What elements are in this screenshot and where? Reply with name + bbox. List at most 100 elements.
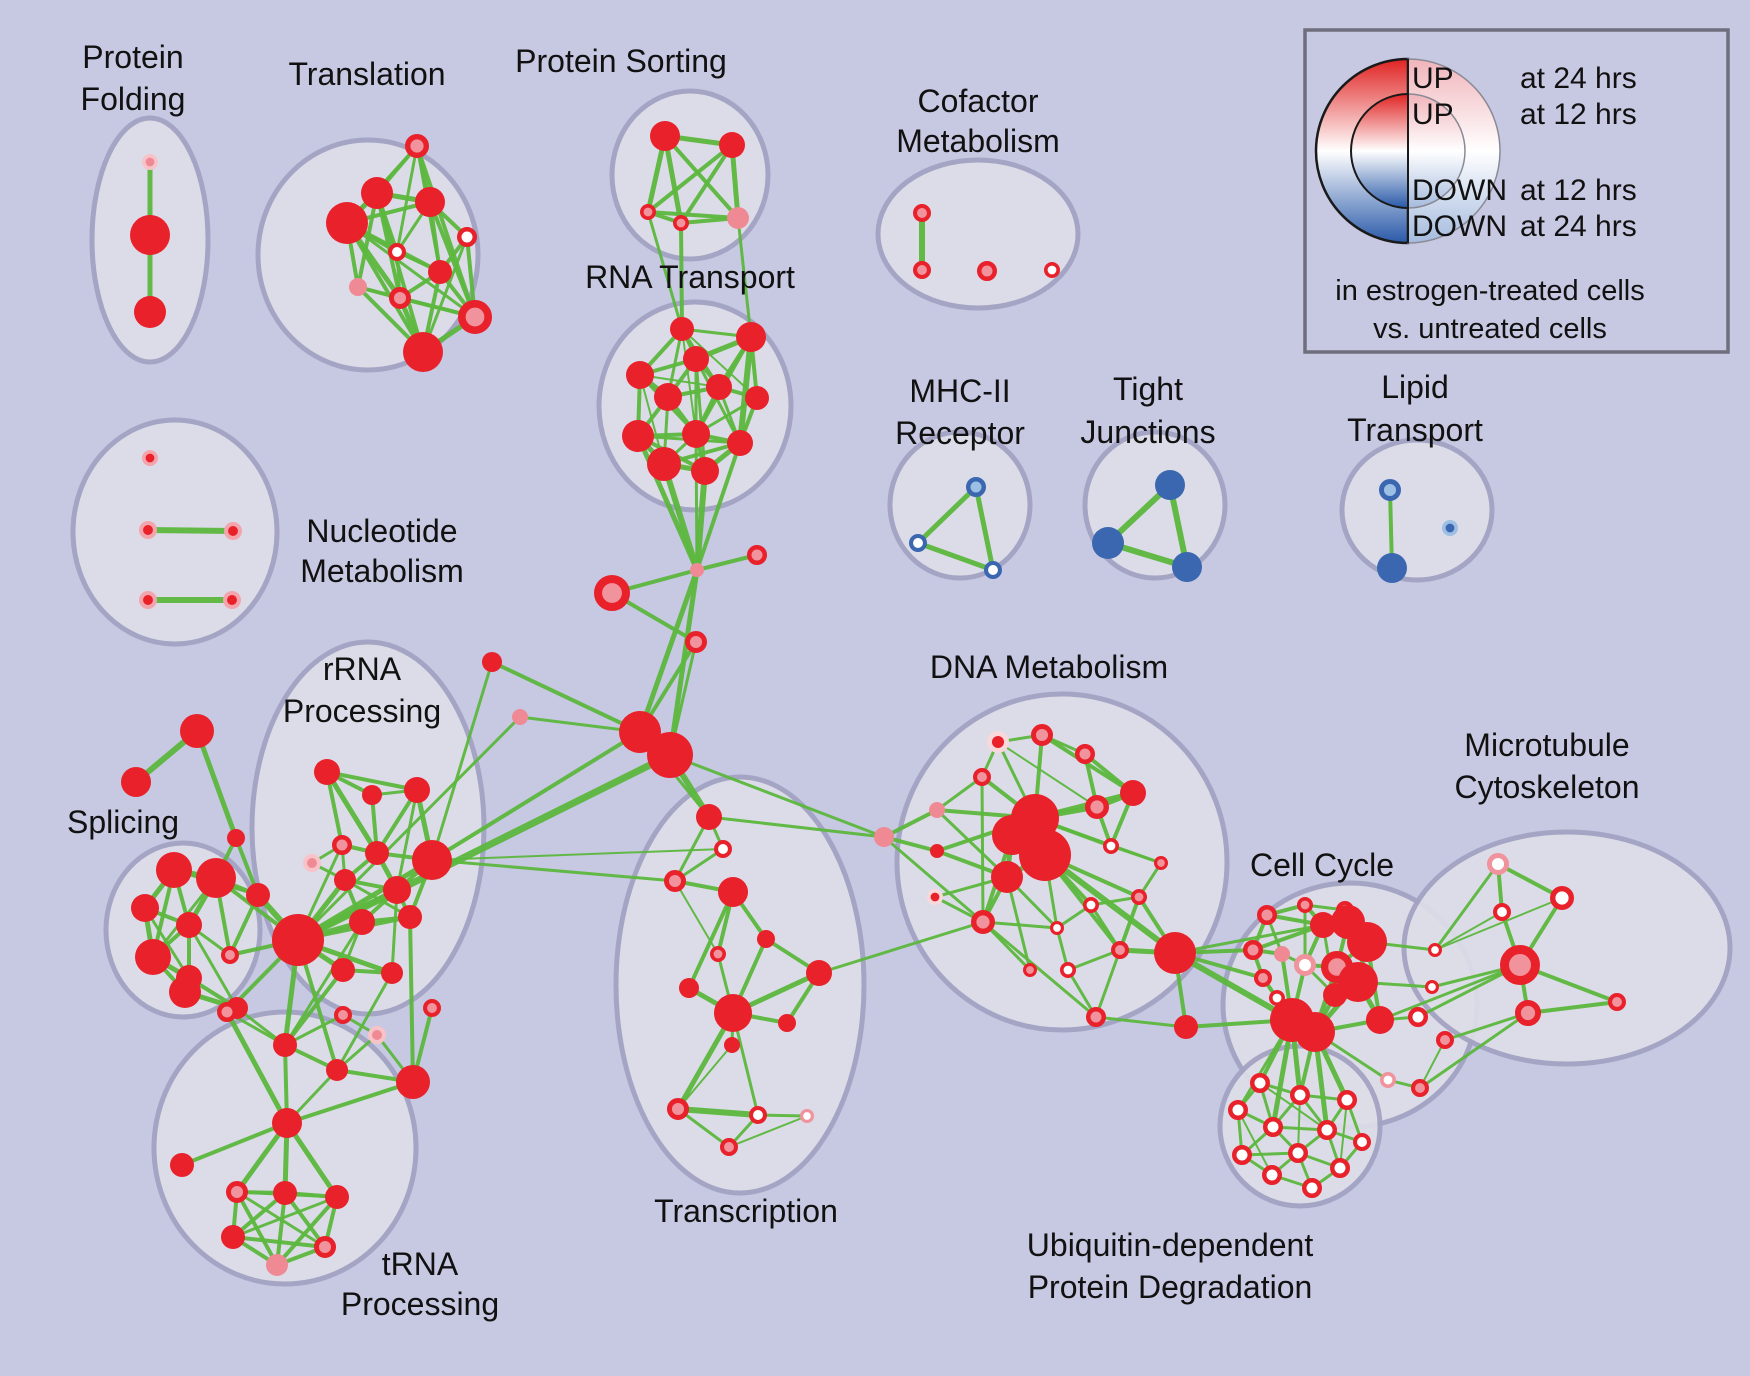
network-edge [646, 210, 740, 220]
network-node [1172, 552, 1202, 582]
network-edge [646, 143, 734, 214]
network-node [314, 759, 340, 785]
network-node [1243, 940, 1263, 960]
network-node [512, 709, 528, 725]
network-node [1486, 852, 1509, 875]
network-node [690, 563, 704, 577]
network-edge [677, 1044, 733, 1110]
network-edge [187, 923, 239, 1010]
network-node [326, 202, 368, 244]
network-edge [231, 1195, 339, 1239]
network-edge [973, 484, 996, 573]
network-node [719, 132, 745, 158]
network-node [333, 1006, 352, 1025]
network-node [381, 962, 403, 984]
network-node [724, 1037, 740, 1053]
network-node [332, 835, 352, 855]
network-node [930, 844, 944, 858]
network-node [349, 909, 375, 935]
network-edge [430, 730, 642, 862]
network-node [220, 946, 239, 965]
network-edge [695, 441, 742, 572]
network-node [977, 261, 997, 281]
network-edge [707, 815, 886, 839]
network-edge [675, 1106, 761, 1118]
network-node [647, 732, 693, 778]
network-node [1084, 795, 1109, 820]
network-node [682, 420, 710, 448]
network-edge [694, 357, 742, 445]
network-node [1500, 945, 1540, 985]
network-node [302, 854, 321, 873]
network-node [736, 322, 766, 352]
network-node [696, 804, 722, 830]
network-edge [694, 357, 707, 473]
network-node [482, 652, 502, 672]
network-node [672, 215, 689, 232]
network-node [1019, 829, 1071, 881]
network-node [273, 1033, 297, 1057]
network-node [1086, 1007, 1106, 1027]
network-node [745, 386, 769, 410]
network-edge [663, 134, 740, 220]
network-node [403, 332, 443, 372]
network-node [593, 574, 630, 611]
network-node [1288, 1143, 1308, 1163]
network-node [926, 888, 943, 905]
network-edge [345, 221, 477, 319]
network-node [226, 1180, 249, 1203]
network-node [389, 287, 412, 310]
network-edge [679, 143, 734, 225]
network-edge [882, 835, 985, 924]
network-edge [646, 210, 684, 331]
network-edge [728, 1115, 808, 1148]
network-node [404, 777, 430, 803]
cluster-label-cofactor-metabolism: Cofactor Metabolism [896, 83, 1060, 159]
network-node [396, 1065, 430, 1099]
network-node [1380, 1072, 1397, 1089]
network-node [709, 945, 726, 962]
network-node [757, 930, 775, 948]
network-node [1131, 888, 1148, 905]
network-edge [285, 1080, 415, 1125]
network-node [1377, 553, 1407, 583]
network-node [966, 477, 986, 497]
network-node [1290, 1085, 1310, 1105]
network-edge [375, 191, 425, 354]
network-node [1608, 993, 1627, 1012]
network-edge [694, 432, 699, 572]
network-node [986, 730, 1009, 753]
network-node [1493, 903, 1512, 922]
network-node [718, 877, 748, 907]
network-edge [1419, 1039, 1446, 1089]
network-node [1254, 969, 1273, 988]
network-node [361, 177, 393, 209]
network-edge [681, 328, 758, 399]
network-edge [275, 1195, 339, 1267]
network-edge [180, 1121, 289, 1167]
network-node [1174, 1015, 1198, 1039]
network-node [415, 187, 445, 217]
legend-time-label: at 12 hrs [1520, 98, 1637, 131]
network-node [221, 1225, 245, 1249]
network-node [1353, 1133, 1372, 1152]
network-edge [1066, 948, 1122, 972]
network-node [706, 374, 732, 400]
network-node [422, 999, 441, 1018]
cluster-label-splicing: Splicing [67, 804, 179, 840]
legend-caption: vs. untreated cells [1373, 313, 1607, 345]
network-edge [737, 334, 754, 446]
network-node [727, 207, 749, 229]
network-node [1515, 999, 1542, 1026]
network-edge [145, 527, 236, 534]
network-node [142, 154, 159, 171]
network-node [383, 876, 411, 904]
network-node [1408, 1007, 1428, 1027]
network-node [691, 457, 719, 485]
cluster-label-protein-folding: Protein Folding [81, 39, 186, 117]
network-edge [1109, 844, 1163, 865]
network-node [670, 317, 694, 341]
cluster-label-transcription: Transcription [654, 1193, 838, 1229]
network-node [387, 242, 406, 261]
